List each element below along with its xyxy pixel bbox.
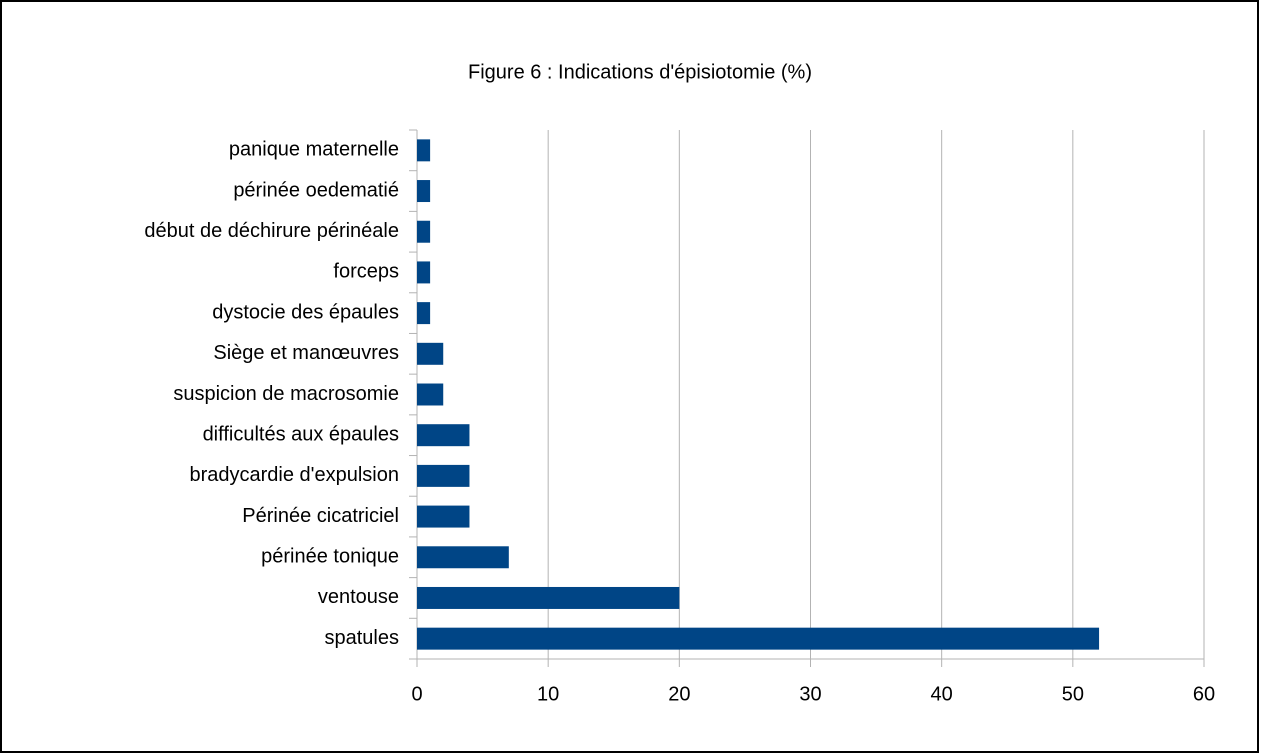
y-tick-label: spatules xyxy=(325,627,400,649)
x-tick-label: 30 xyxy=(799,683,821,705)
bar xyxy=(417,383,444,406)
y-tick-label: périnée oedematié xyxy=(233,179,399,201)
bar xyxy=(417,139,431,162)
y-tick-label: début de déchirure périnéale xyxy=(144,220,399,242)
y-tick-label: Siège et manœuvres xyxy=(213,342,399,364)
bar xyxy=(417,627,1100,650)
x-tick-label: 60 xyxy=(1193,683,1215,705)
bar xyxy=(417,546,509,569)
x-tick-label: 20 xyxy=(668,683,690,705)
bar xyxy=(417,464,470,487)
chart-title: Figure 6 : Indications d'épisiotomie (%) xyxy=(468,61,812,83)
bar xyxy=(417,261,431,284)
y-tick-label: dystocie des épaules xyxy=(212,301,399,323)
x-tick-label: 50 xyxy=(1062,683,1084,705)
y-tick-label: forceps xyxy=(333,261,399,283)
x-tick-label: 40 xyxy=(931,683,953,705)
y-tick-label: suspicion de macrosomie xyxy=(173,383,399,405)
bar xyxy=(417,505,470,528)
x-tick-label: 10 xyxy=(537,683,559,705)
bar xyxy=(417,342,444,365)
bar xyxy=(417,220,431,243)
y-tick-label: bradycardie d'expulsion xyxy=(189,464,399,486)
y-tick-label: panique maternelle xyxy=(229,139,399,161)
y-tick-label: périnée tonique xyxy=(261,546,399,568)
bar xyxy=(417,302,431,325)
bar xyxy=(417,586,680,609)
y-tick-label: ventouse xyxy=(318,586,399,608)
bar xyxy=(417,424,470,447)
y-tick-label: Périnée cicatriciel xyxy=(242,505,399,527)
y-tick-label: difficultés aux épaules xyxy=(203,423,399,445)
bar xyxy=(417,180,431,203)
x-tick-label: 0 xyxy=(411,683,422,705)
